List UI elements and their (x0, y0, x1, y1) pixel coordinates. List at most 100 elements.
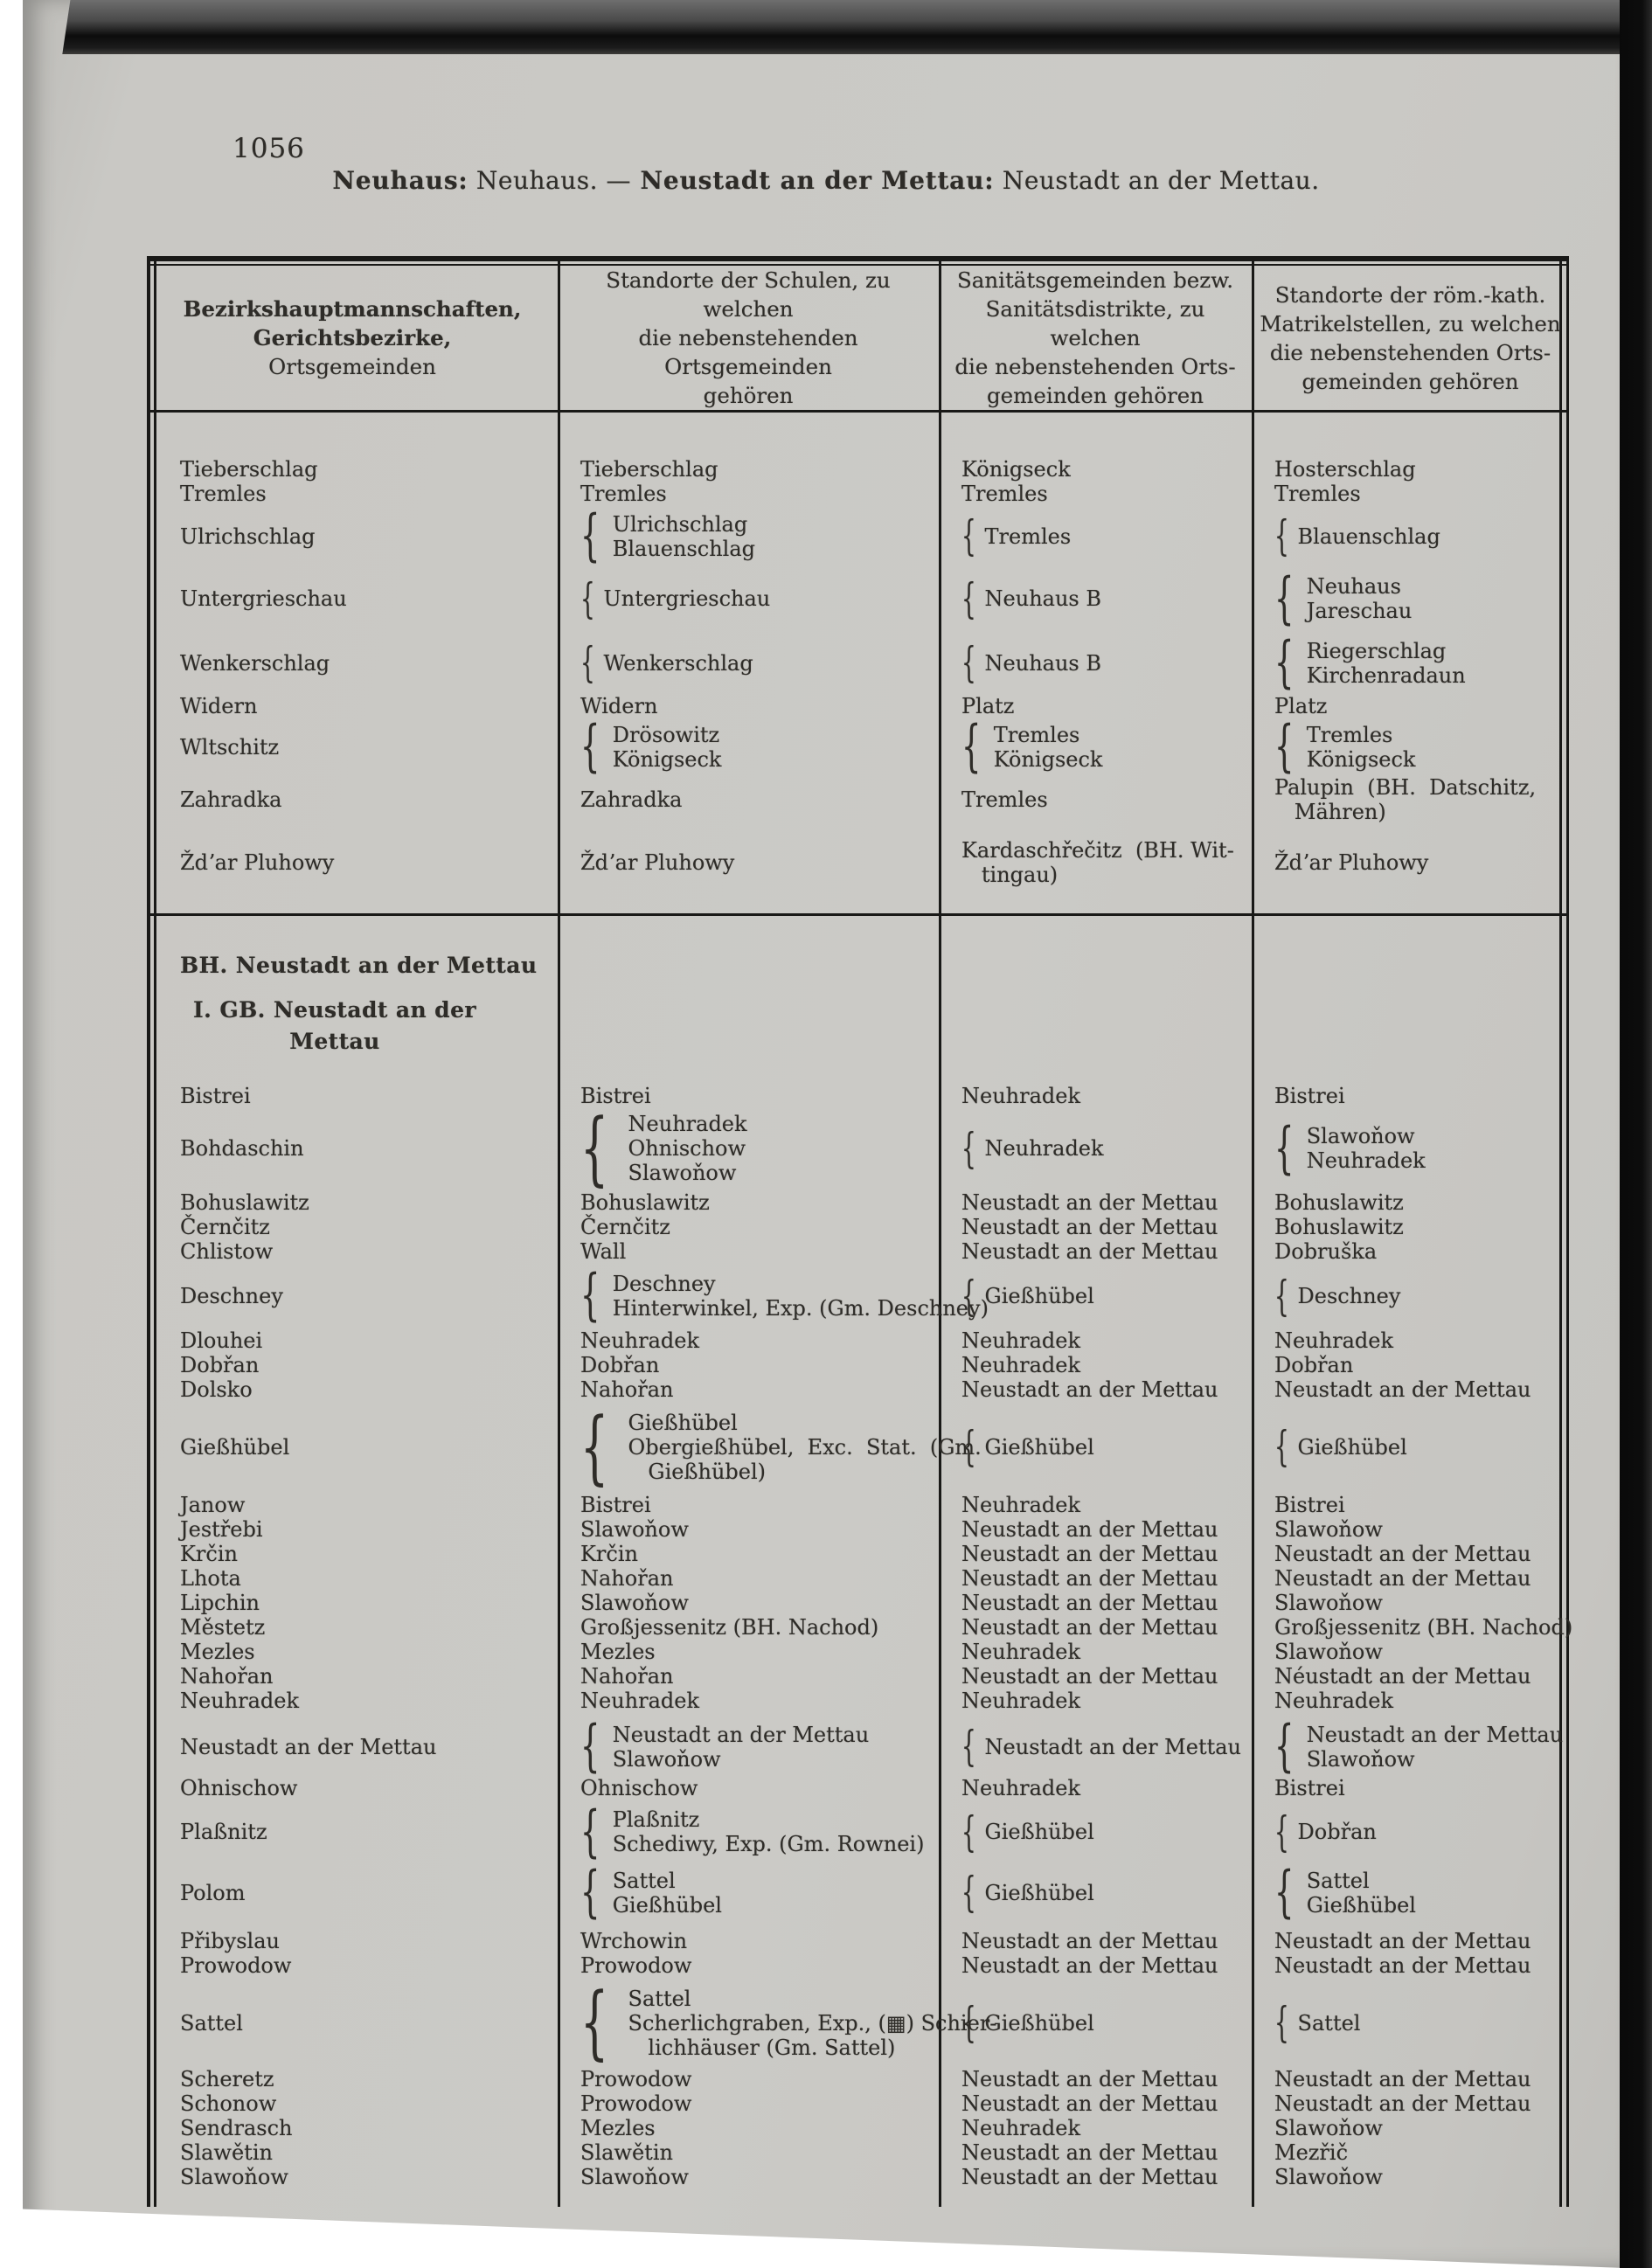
cell-text: Nahořan (580, 1565, 674, 1591)
brace-glyph: { (580, 1263, 600, 1328)
entry-lines: Sattel Gießhübel (613, 1869, 722, 1918)
cell-text: Zahradka (180, 787, 282, 813)
cell-text: Gießhübel (628, 1410, 738, 1435)
table-row: Slawoňow Slawoňow Neustadt an der Mettau Sl… (147, 2165, 1569, 2189)
brace-glyph: { (961, 511, 976, 561)
table-cell: Černčitz (558, 1215, 939, 1239)
header-line: gemeinden gehören (987, 383, 1204, 408)
table-top-border (147, 256, 1569, 261)
cell-text: Drösowitz (612, 722, 720, 747)
table-cell: Tremles (147, 482, 558, 506)
cell-text: Sattel (1297, 2010, 1361, 2036)
table-row: Nahořan Nahořan Neustadt an der Mettau Néu… (147, 1664, 1569, 1689)
header-cell-col1: Bezirkshauptmannschaften, Gerichtsbezirke… (147, 266, 558, 410)
table-cell: Neustadt an der Mettau (939, 1664, 1252, 1689)
table-cell: Ohnischow (147, 1776, 558, 1800)
table-row: Jestřebi Slawoňow Neustadt an der Mettau Sl… (147, 1517, 1569, 1542)
table-cell: Slawoňow (1252, 1591, 1569, 1615)
running-head-value-neustadt: Neustadt an der Mettau. (994, 166, 1320, 195)
running-head-value-neuhaus: Neuhaus. (468, 166, 607, 195)
table-cell: Krčin (558, 1542, 939, 1566)
cell-text: Blauenschlag (1297, 524, 1440, 549)
table-row: Janow Bistrei Neuhradek Bistrei (147, 1493, 1569, 1517)
braced-group: {Plaßnitz Schediwy, Exp. (Gm. Rownei) (580, 1804, 939, 1860)
section-heading-line: I. GB. Neustadt an der (193, 997, 476, 1023)
table-cell: Königseck (939, 457, 1252, 482)
table-row: Gießhübel{Gießhübel Obergießhübel, Exc. S… (147, 1406, 1569, 1487)
cell-text: Bohdaschin (180, 1136, 304, 1162)
braced-group: {Gießhübel (961, 1871, 1252, 1913)
cell-text: Slawětin (580, 2140, 673, 2165)
table-cell: Palupin (BH. Datschitz, Mähren) (1252, 775, 1569, 824)
entry-lines: Palupin (BH. Datschitz, Mähren) (1274, 775, 1536, 824)
cell-text: Gießhübel (984, 1820, 1094, 1845)
table-cell: {Deschney (1252, 1271, 1569, 1321)
table-cell: Gießhübel (147, 1435, 558, 1460)
table-cell: Slawětin (558, 2140, 939, 2165)
table-cell: Janow (147, 1493, 558, 1517)
header-cell-col3: Sanitätsgemeinden bezw. Sanitätsdistrikte… (939, 266, 1252, 410)
table-cell: Nahořan (558, 1664, 939, 1689)
table-cell: {Gießhübel (939, 1871, 1252, 1913)
cell-text: Dobřan (1274, 1352, 1354, 1377)
cell-text: Scheretz (180, 2066, 274, 2091)
braced-group: {Slawoňow Neuhradek (1274, 1120, 1569, 1176)
cell-text: Ulrichschlag (612, 511, 748, 537)
table-row: Schonow Prowodow Neustadt an der Mettau Neu… (147, 2091, 1569, 2116)
table-cell: Neustadt an der Mettau (939, 1215, 1252, 1239)
table-cell: Neustadt an der Mettau (939, 1953, 1252, 1978)
table-cell: {Neustadt an der Mettau Slawoňow (558, 1718, 939, 1774)
table-cell: Ždʼar Pluhowy (558, 850, 939, 875)
cell-text: Neuhradek (961, 1775, 1081, 1800)
cell-text: Dobruška (1274, 1239, 1378, 1265)
cell-text: Sattel (612, 1868, 676, 1893)
header-line: Ortsgemeinden (268, 354, 436, 379)
cell-text: Neuhradek (580, 1688, 700, 1713)
braced-group: {Dobřan (1274, 1811, 1569, 1853)
cell-text: Prowodow (580, 2066, 692, 2091)
brace-glyph: { (580, 1100, 609, 1195)
cell-text: Tremles (580, 482, 667, 506)
cell-text: Platz (1274, 693, 1328, 718)
scan-right-edge-artifact (1620, 0, 1652, 2268)
cell-text: Neustadt an der Mettau (961, 1239, 1218, 1265)
table-cell: Neustadt an der Mettau (1252, 1929, 1569, 1953)
cell-text: Slawoňow (580, 1516, 689, 1542)
wrapped-text: Kardaschřečitz (BH. Wit- tingau) (961, 838, 1252, 887)
cell-text: Slawoňow (612, 1746, 721, 1772)
cell-text: Bistrei (1274, 1775, 1345, 1800)
gazetteer-table: Bezirkshauptmannschaften, Gerichtsbezirke… (147, 256, 1572, 2207)
table-row: Dobřan Dobřan Neuhradek Dobřan (147, 1353, 1569, 1377)
brace-glyph: { (580, 1860, 600, 1925)
cell-text: Prowodow (580, 2091, 692, 2116)
header-line: die nebenstehenden Orts- (954, 354, 1236, 379)
cell-text: Polom (180, 1880, 246, 1905)
table-cell: Tieberschlag (147, 457, 558, 482)
braced-group: {Blauenschlag (1274, 515, 1569, 557)
header-line: Sanitätsgemeinden bezw. (956, 267, 1234, 293)
cell-text: Černčitz (580, 1215, 670, 1240)
cell-text: Gießhübel (984, 1284, 1094, 1309)
table-cell: Ždʼar Pluhowy (1252, 850, 1569, 875)
cell-text: Widern (180, 693, 258, 718)
table-cell: {Tremles Königseck (1252, 718, 1569, 774)
table-cell: Neustadt an der Mettau (939, 1542, 1252, 1566)
table-cell: Slawoňow (147, 2165, 558, 2189)
cell-text: Neuhaus B (984, 650, 1102, 676)
column-divider-2 (939, 256, 941, 2207)
cell-text: Dobřan (580, 1352, 660, 1377)
table-row: Lhota Nahořan Neustadt an der Mettau Neusta… (147, 1566, 1569, 1591)
cell-text: Neustadt an der Mettau (961, 1565, 1218, 1591)
table-cell: Prowodow (558, 1953, 939, 1978)
table-cell: Neuhradek (147, 1689, 558, 1713)
table-row: Scheretz Prowodow Neustadt an der Mettau Ne… (147, 2067, 1569, 2091)
cell-text: Neustadt an der Mettau (961, 2140, 1218, 2165)
table-row: Tremles Tremles Tremles Tremles (147, 482, 1569, 506)
table-cell: Chlistow (147, 1239, 558, 1264)
cell-text: Neuhaus (1306, 574, 1401, 600)
entry-lines: Ulrichschlag Blauenschlag (613, 512, 755, 561)
cell-text: Untergrieschau (603, 586, 771, 612)
brace-glyph: { (961, 1271, 976, 1321)
table-cell: {Sattel Scherlichgraben, Exp., (▦) Schier… (558, 1982, 996, 2063)
brace-glyph: { (1274, 1271, 1289, 1321)
